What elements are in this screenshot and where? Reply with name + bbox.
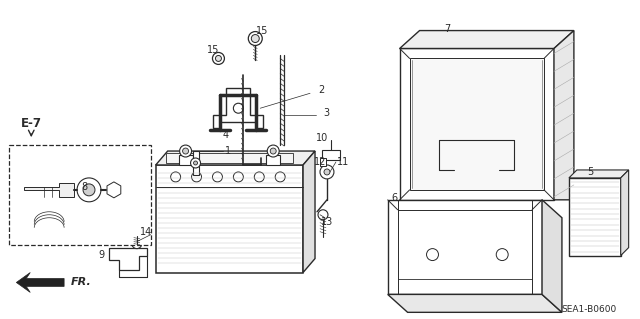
Bar bbox=[193, 151, 198, 175]
Circle shape bbox=[212, 52, 225, 64]
Text: 2: 2 bbox=[318, 85, 324, 95]
Polygon shape bbox=[266, 155, 280, 165]
Circle shape bbox=[318, 210, 328, 220]
Text: 8: 8 bbox=[81, 182, 87, 192]
Text: 4: 4 bbox=[222, 130, 228, 140]
Polygon shape bbox=[24, 183, 74, 197]
Text: 9: 9 bbox=[98, 249, 104, 260]
Bar bbox=[410, 58, 544, 190]
Circle shape bbox=[171, 172, 180, 182]
Text: 10: 10 bbox=[316, 133, 328, 143]
Circle shape bbox=[234, 103, 243, 113]
Bar bbox=[10, 145, 151, 245]
Text: 15: 15 bbox=[256, 26, 268, 35]
Polygon shape bbox=[388, 294, 562, 312]
Circle shape bbox=[275, 172, 285, 182]
Text: 11: 11 bbox=[337, 157, 349, 167]
Bar bbox=[320, 158, 326, 166]
Bar bbox=[322, 150, 340, 160]
Bar bbox=[156, 165, 303, 272]
Circle shape bbox=[191, 172, 202, 182]
Bar bbox=[388, 200, 542, 294]
Text: 12: 12 bbox=[314, 157, 326, 167]
Text: 5: 5 bbox=[587, 167, 593, 177]
Circle shape bbox=[193, 161, 198, 165]
Circle shape bbox=[426, 249, 438, 261]
Circle shape bbox=[320, 165, 334, 179]
Circle shape bbox=[77, 178, 101, 202]
Text: SEA1-B0600: SEA1-B0600 bbox=[561, 305, 616, 314]
Polygon shape bbox=[569, 170, 628, 178]
Circle shape bbox=[132, 239, 142, 249]
Text: 14: 14 bbox=[140, 227, 152, 237]
Circle shape bbox=[83, 184, 95, 196]
Bar bbox=[399, 48, 554, 200]
Circle shape bbox=[182, 148, 189, 154]
Text: E-7: E-7 bbox=[20, 117, 42, 130]
Circle shape bbox=[191, 158, 200, 168]
Text: 13: 13 bbox=[321, 217, 333, 227]
Circle shape bbox=[324, 169, 330, 175]
Polygon shape bbox=[179, 155, 193, 165]
Circle shape bbox=[496, 249, 508, 261]
Circle shape bbox=[254, 172, 264, 182]
Text: 1: 1 bbox=[225, 146, 232, 156]
Text: 6: 6 bbox=[392, 193, 397, 203]
Circle shape bbox=[180, 145, 191, 157]
Bar bbox=[569, 178, 621, 256]
Polygon shape bbox=[17, 272, 64, 293]
Polygon shape bbox=[621, 170, 628, 256]
Text: 15: 15 bbox=[207, 46, 220, 56]
Polygon shape bbox=[109, 248, 147, 270]
Circle shape bbox=[234, 172, 243, 182]
Circle shape bbox=[270, 148, 276, 154]
Bar bbox=[166, 153, 293, 163]
Polygon shape bbox=[214, 88, 263, 128]
Circle shape bbox=[252, 34, 259, 42]
Text: 3: 3 bbox=[323, 108, 329, 118]
Text: 7: 7 bbox=[444, 24, 451, 33]
Circle shape bbox=[268, 145, 279, 157]
Polygon shape bbox=[399, 31, 574, 48]
Circle shape bbox=[212, 172, 223, 182]
Polygon shape bbox=[156, 151, 315, 165]
Circle shape bbox=[216, 56, 221, 62]
Circle shape bbox=[248, 32, 262, 46]
Polygon shape bbox=[554, 31, 574, 200]
Text: FR.: FR. bbox=[71, 278, 92, 287]
Polygon shape bbox=[542, 200, 562, 312]
Polygon shape bbox=[303, 151, 315, 272]
